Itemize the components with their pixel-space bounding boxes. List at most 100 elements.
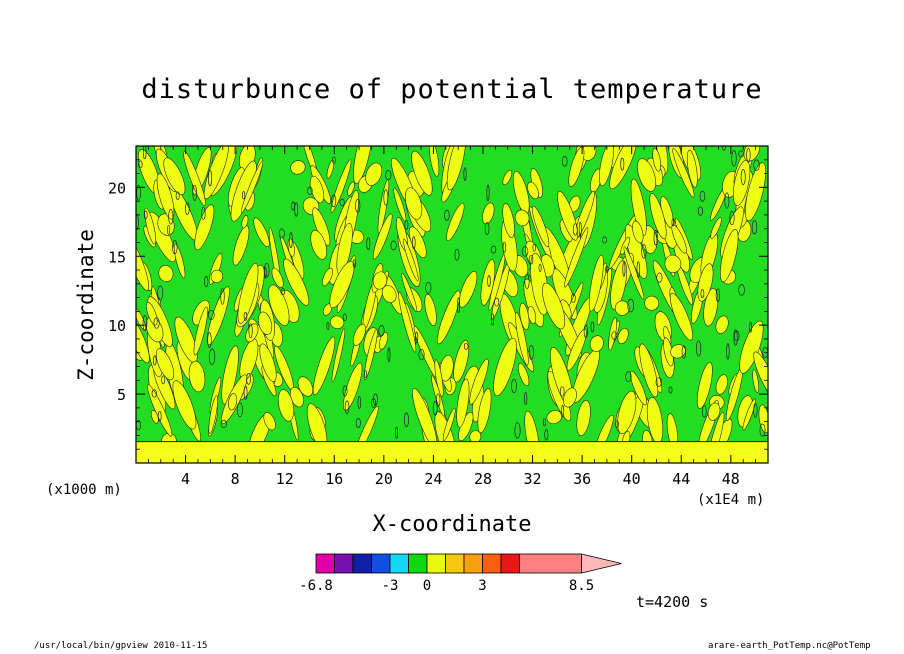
contour-line	[528, 254, 534, 265]
contour-line	[733, 329, 738, 346]
contour-streak	[155, 348, 175, 381]
contour-streak	[437, 290, 461, 345]
x-tick-label: 32	[524, 470, 542, 488]
contour-streak	[363, 328, 378, 381]
contour-line	[636, 261, 640, 278]
contour-streak	[456, 378, 470, 428]
contour-line	[136, 213, 139, 231]
contour-streak	[477, 388, 492, 434]
contour-streak	[672, 148, 695, 198]
contour-line	[726, 343, 730, 360]
contour-line	[385, 170, 392, 181]
contour-line	[142, 146, 147, 160]
contour-line	[733, 330, 740, 342]
contour-streak	[686, 149, 698, 188]
contour-line	[151, 389, 157, 398]
contour-line	[622, 261, 626, 277]
contour-line	[326, 322, 330, 330]
contour-line	[357, 395, 362, 409]
contour-line	[307, 186, 313, 195]
contour-streak	[259, 343, 277, 382]
contour-line	[454, 248, 460, 261]
contour-streak	[429, 146, 440, 177]
contour-line	[740, 169, 746, 185]
contour-line	[278, 228, 285, 239]
contour-streak	[237, 263, 259, 324]
contour-streak	[563, 387, 577, 408]
contour-line	[207, 309, 215, 320]
contour-line	[352, 259, 356, 268]
contour-streak	[312, 336, 336, 396]
contour-streak	[172, 380, 197, 430]
contour-streak	[515, 312, 529, 366]
contour-streak	[221, 345, 239, 405]
contour-streak	[532, 205, 550, 248]
contour-line	[342, 313, 347, 321]
contour-line	[243, 385, 248, 400]
contour-streak	[620, 236, 631, 255]
x-axis-label: X-coordinate	[372, 512, 532, 537]
contour-line	[175, 191, 180, 200]
contour-streak	[469, 358, 489, 405]
contour-streak	[150, 409, 159, 424]
contour-line	[562, 155, 568, 167]
contour-line	[432, 401, 438, 416]
contour-streak	[258, 311, 273, 335]
contour-line	[220, 287, 225, 305]
colorbar-cell	[352, 553, 372, 574]
contour-streak	[283, 258, 310, 306]
contour-field	[136, 146, 768, 463]
contour-line	[157, 285, 164, 301]
contour-streak	[608, 317, 617, 351]
contour-streak	[232, 225, 250, 266]
contour-line	[570, 293, 576, 304]
contour-line	[655, 377, 662, 387]
contour-streak	[353, 146, 373, 184]
colorbar-label: 8.5	[569, 578, 594, 594]
contour-line	[157, 410, 162, 422]
contour-streak	[144, 207, 157, 245]
contour-streak	[664, 254, 682, 273]
contour-streak	[193, 306, 208, 356]
contour-line	[572, 223, 578, 236]
contour-streak	[322, 267, 333, 287]
colorbar-cell	[315, 553, 335, 574]
contour-streak	[194, 204, 215, 251]
contour-line	[681, 345, 687, 359]
contour-line	[242, 191, 246, 200]
x-tick-label: 36	[573, 470, 591, 488]
contour-line	[514, 422, 521, 439]
contour-line	[491, 313, 495, 326]
contour-streak	[669, 292, 694, 341]
contour-line	[415, 331, 419, 344]
contour-line	[620, 157, 625, 171]
contour-streak	[617, 327, 629, 345]
contour-streak	[576, 400, 591, 436]
contour-streak	[649, 193, 667, 240]
x-tick-label: 12	[276, 470, 294, 488]
contour-line	[542, 418, 546, 427]
contour-streak	[707, 402, 721, 421]
contour-streak	[173, 243, 186, 279]
contour-line	[521, 246, 529, 257]
contour-line	[192, 184, 197, 202]
contour-line	[204, 276, 209, 288]
contour-streak	[630, 178, 647, 236]
contour-streak	[290, 160, 306, 175]
contour-line	[390, 240, 397, 251]
contour-line	[729, 210, 735, 226]
contour-streak	[208, 395, 218, 434]
contour-streak	[446, 202, 465, 242]
contour-streak	[431, 375, 445, 417]
contour-streak	[670, 344, 686, 359]
contour-streak	[630, 370, 647, 406]
contour-streak	[278, 389, 294, 422]
colorbar-cell	[500, 553, 520, 574]
contour-line	[463, 342, 469, 350]
colorbar-cell	[426, 553, 446, 574]
footer-command: /usr/local/bin/gpview 2010-11-15	[34, 641, 208, 651]
x-tick-label: 8	[231, 470, 240, 488]
contour-line	[344, 400, 350, 415]
contour-streak	[253, 217, 270, 248]
